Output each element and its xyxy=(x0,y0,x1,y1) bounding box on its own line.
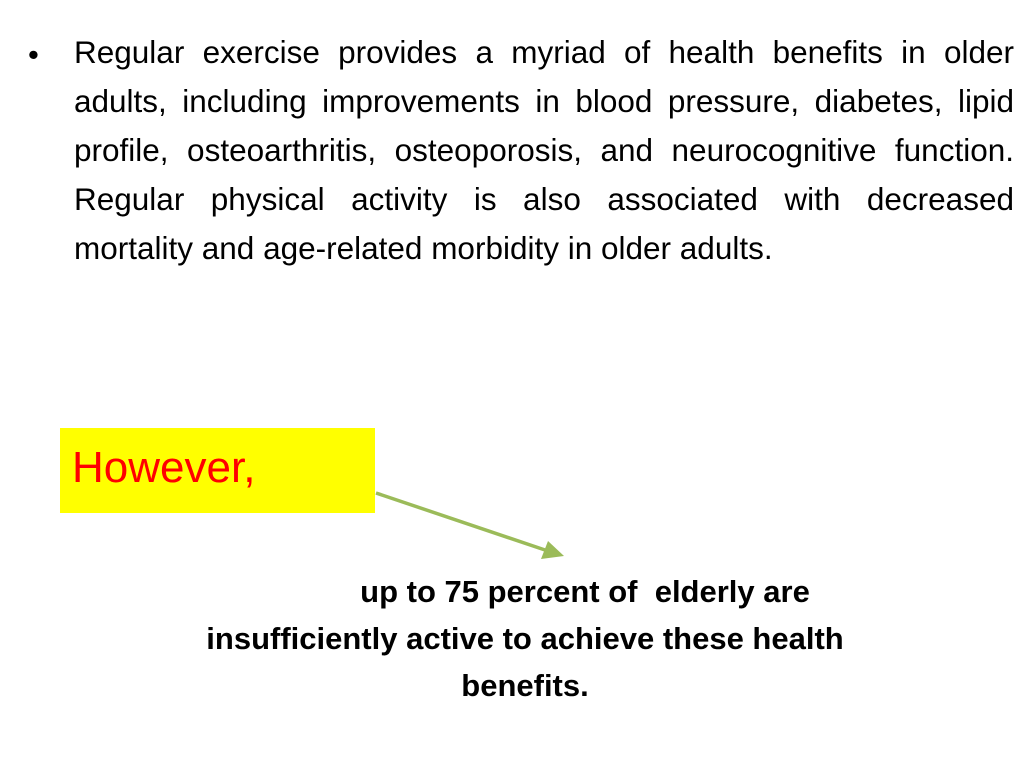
bullet-icon: • xyxy=(28,37,39,72)
bullet-text: Regular exercise provides a myriad of he… xyxy=(74,34,1014,266)
however-callout: However, xyxy=(60,428,375,513)
however-text: However, xyxy=(72,443,256,492)
conclusion-line-3: benefits. xyxy=(461,668,589,703)
conclusion-line-2: insufficiently active to achieve these h… xyxy=(206,621,844,656)
conclusion-line-1: up to 75 percent of elderly are xyxy=(360,574,810,609)
conclusion-text: up to 75 percent of elderly are insuffic… xyxy=(60,568,990,709)
